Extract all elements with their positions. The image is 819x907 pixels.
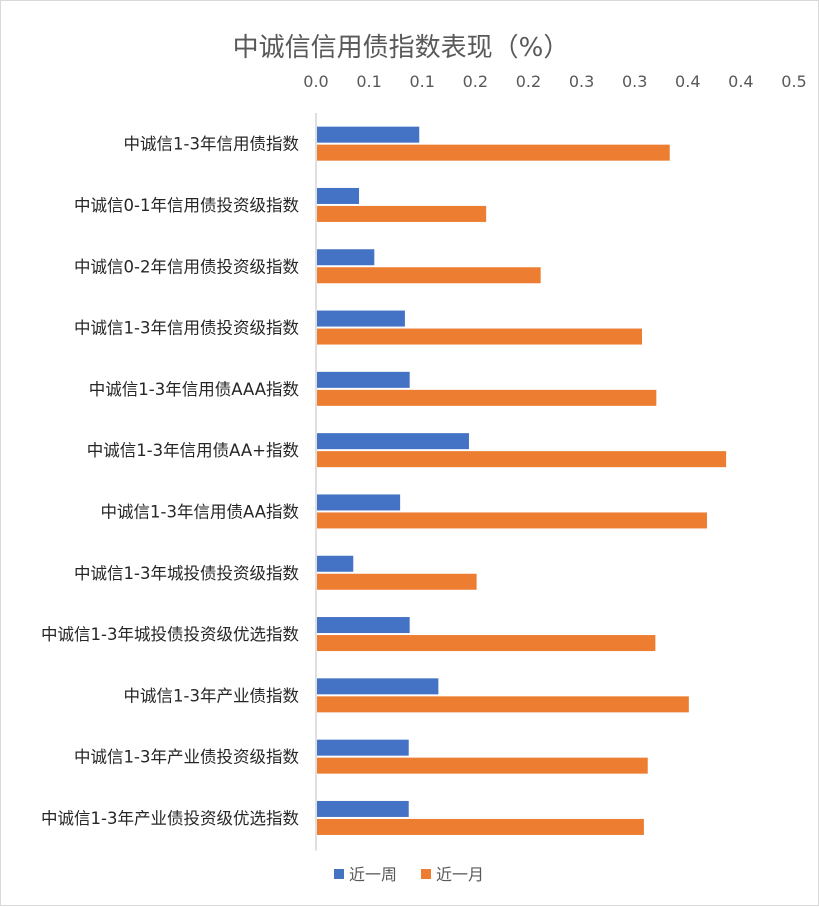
bar-month [317,267,541,284]
category-label: 中诚信1-3年产业债投资级指数 [74,748,299,767]
category-label: 中诚信1-3年信用债投资级指数 [74,319,299,338]
category-label: 中诚信1-3年信用债指数 [124,135,300,154]
bar-week [317,800,409,817]
category-label: 中诚信1-3年产业债指数 [124,686,300,705]
x-tick-label: 0.4 [675,72,700,91]
x-tick-label: 0.3 [569,72,594,91]
bar-week [317,494,401,511]
x-tick-label: 0.2 [516,72,541,91]
category-label: 中诚信1-3年城投债投资级指数 [74,564,299,583]
chart-title: 中诚信信用债指数表现（%） [233,33,570,63]
category-label: 中诚信0-1年信用债投资级指数 [74,196,299,215]
category-label: 中诚信1-3年信用债AA+指数 [87,441,300,460]
x-tick-label: 0.3 [622,72,647,91]
bar-month [317,818,644,835]
bars [317,126,727,835]
x-tick-label: 0.2 [463,72,488,91]
bar-week [317,433,469,450]
bar-week [317,126,420,143]
x-tick-label: 0.1 [356,72,381,91]
legend-swatch [421,869,431,879]
bar-month [317,512,708,529]
bar-month [317,389,657,406]
bar-week [317,187,360,204]
legend-swatch [334,869,344,879]
bar-month [317,205,487,222]
bar-month [317,451,727,468]
category-label: 中诚信1-3年产业债投资级优选指数 [41,809,299,828]
category-labels: 中诚信1-3年信用债指数中诚信0-1年信用债投资级指数中诚信0-2年信用债投资级… [41,135,299,828]
x-tick-label: 0.4 [728,72,753,91]
legend: 近一周 近一月 [334,865,484,884]
x-tick-label: 0.1 [409,72,434,91]
x-tick-label: 0.0 [303,72,328,91]
legend-label: 近一周 [349,865,397,884]
x-axis-ticks: 0.0 0.1 0.1 0.2 0.2 0.3 0.3 0.4 0.4 0.5 [303,72,806,91]
bar-week [317,249,375,266]
category-label: 中诚信0-2年信用债投资级指数 [74,257,299,276]
bar-month [317,757,648,774]
bar-month [317,635,656,652]
category-label: 中诚信1-3年城投债投资级优选指数 [41,625,299,644]
bar-week [317,739,409,756]
bar-month [317,696,689,713]
category-label: 中诚信1-3年信用债AA指数 [101,502,300,521]
category-label: 中诚信1-3年信用债AAA指数 [89,380,300,399]
bar-week [317,555,354,572]
bar-week [317,371,410,388]
x-tick-label: 0.5 [781,72,806,91]
bar-month [317,328,642,345]
legend-label: 近一月 [436,865,484,884]
bar-week [317,678,439,695]
bar-month [317,573,477,590]
bar-week [317,310,405,327]
bar-week [317,617,410,634]
bar-month [317,144,670,161]
